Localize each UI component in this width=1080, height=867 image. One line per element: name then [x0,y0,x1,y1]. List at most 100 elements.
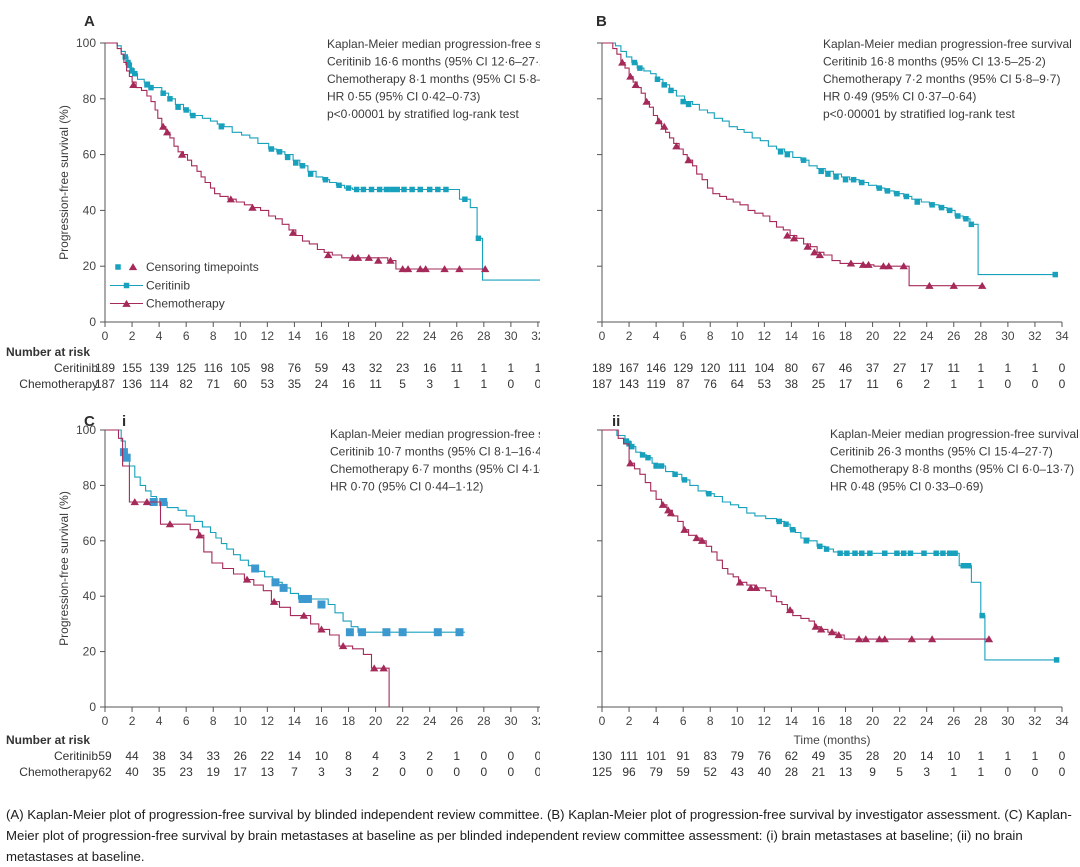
x-tick-label: 4 [156,714,163,728]
chemotherapy-series [105,429,390,707]
y-tick-label: 20 [83,645,97,659]
at-risk-value: 22 [261,749,275,763]
number-at-risk-header: Number at risk [6,345,90,359]
at-risk-value: 44 [125,749,139,763]
x-tick-label: 16 [812,714,826,728]
at-risk-value: 21 [812,765,826,779]
censor-marks [618,58,987,289]
annotation-line: Kaplan-Meier median progression-free sur… [330,427,540,441]
annotation-line: Ceritinib 26·3 months (95% CI 15·4–27·7) [830,445,1053,459]
at-risk-value: 11 [451,361,464,375]
chemotherapy-curve [105,42,487,270]
x-tick-label: 10 [731,714,745,728]
at-risk-value: 125 [592,765,612,779]
at-risk-value: 111 [728,361,747,375]
x-tick-label: 2 [129,329,136,343]
at-risk-value: 62 [98,765,112,779]
at-risk-value: 1 [950,765,957,779]
at-risk-value: 11 [866,377,879,391]
at-risk-value: 82 [179,377,193,391]
at-risk-value: 10 [947,749,961,763]
at-risk-value: 80 [785,361,799,375]
x-tick-label: 12 [261,714,275,728]
at-risk-value: 3 [318,765,325,779]
at-risk-value: 0 [426,765,433,779]
x-tick-label: 16 [812,329,826,343]
panel-letter: C [84,413,95,430]
x-tick-label: 6 [183,329,190,343]
x-tick-label: 18 [342,329,356,343]
annotation-line: Kaplan-Meier median progression-free sur… [327,37,540,51]
at-risk-value: 13 [261,765,275,779]
at-risk-value: 8 [345,749,352,763]
at-risk-value: 34 [179,749,193,763]
panel-subletter: ii [612,413,620,430]
x-tick-label: 8 [707,329,714,343]
y-tick-label: 0 [89,315,96,329]
x-tick-label: 4 [653,329,660,343]
at-risk-value: 146 [646,361,666,375]
y-tick-label: 20 [83,259,97,273]
y-tick-label: 100 [76,36,96,50]
at-risk-value: 1 [977,361,984,375]
at-risk-value: 60 [234,377,248,391]
annotation-line: HR 0·70 (95% CI 0·44–1·12) [330,480,483,494]
panel-letter: A [84,13,95,30]
at-risk-value: 125 [176,361,196,375]
y-tick-label: 80 [83,92,97,106]
at-risk-value: 49 [812,749,826,763]
at-risk-value: 139 [149,361,169,375]
at-risk-value: 27 [893,361,907,375]
ceritinib-series [602,429,1060,663]
x-tick-label: 28 [477,714,491,728]
x-tick-label: 8 [707,714,714,728]
annotation-line: Ceritinib 16·8 months (95% CI 13·5–25·2) [823,55,1046,69]
at-risk-value: 62 [785,749,799,763]
median-survival-annotation: Kaplan-Meier median progression-free sur… [330,427,540,494]
at-risk-value: 1 [977,765,984,779]
at-risk-value: 26 [234,749,248,763]
at-risk-value: 1 [480,377,487,391]
x-tick-label: 34 [1055,714,1069,728]
y-tick-label: 80 [83,478,97,492]
x-tick-label: 6 [183,714,190,728]
at-risk-value: 79 [731,749,745,763]
at-risk-value: 91 [676,749,690,763]
x-tick-label: 12 [261,329,275,343]
at-risk-value: 114 [150,377,169,391]
at-risk-value: 20 [893,749,907,763]
x-tick-label: 28 [974,714,988,728]
x-tick-label: 20 [866,714,880,728]
median-survival-annotation: Kaplan-Meier median progression-free sur… [823,37,1072,121]
at-risk-value: 3 [345,765,352,779]
at-risk-value: 0 [508,377,515,391]
at-risk-value: 136 [122,377,142,391]
annotation-line: Kaplan-Meier median progression-free sur… [830,427,1079,441]
at-risk-value: 3 [923,765,930,779]
at-risk-value: 23 [179,765,193,779]
x-tick-label: 4 [653,714,660,728]
x-tick-label: 14 [785,714,799,728]
at-risk-value: 46 [839,361,853,375]
at-risk-value: 1 [508,361,515,375]
x-tick-label: 16 [315,329,329,343]
at-risk-value: 7 [291,765,298,779]
x-tick-label: 8 [210,329,217,343]
at-risk-value: 0 [1059,765,1066,779]
at-risk-value: 0 [453,765,460,779]
x-axis-title: Time (months) [794,733,871,747]
x-tick-label: 20 [866,329,880,343]
x-tick-label: 12 [758,329,772,343]
at-risk-value: 120 [700,361,720,375]
at-risk-value: 0 [535,749,540,763]
at-risk-row-label: Ceritinib [54,361,98,375]
x-tick-label: 2 [129,714,136,728]
panel-b-plot: B0 2 4 6 8 10 12 14 16 18 20 22 24 26 28 30 32 34Kaplan-M… [592,13,1072,391]
at-risk-value: 1 [480,361,487,375]
at-risk-value: 59 [676,765,690,779]
chemotherapy-series [105,42,490,273]
at-risk-value: 2 [923,377,930,391]
at-risk-value: 40 [758,765,772,779]
